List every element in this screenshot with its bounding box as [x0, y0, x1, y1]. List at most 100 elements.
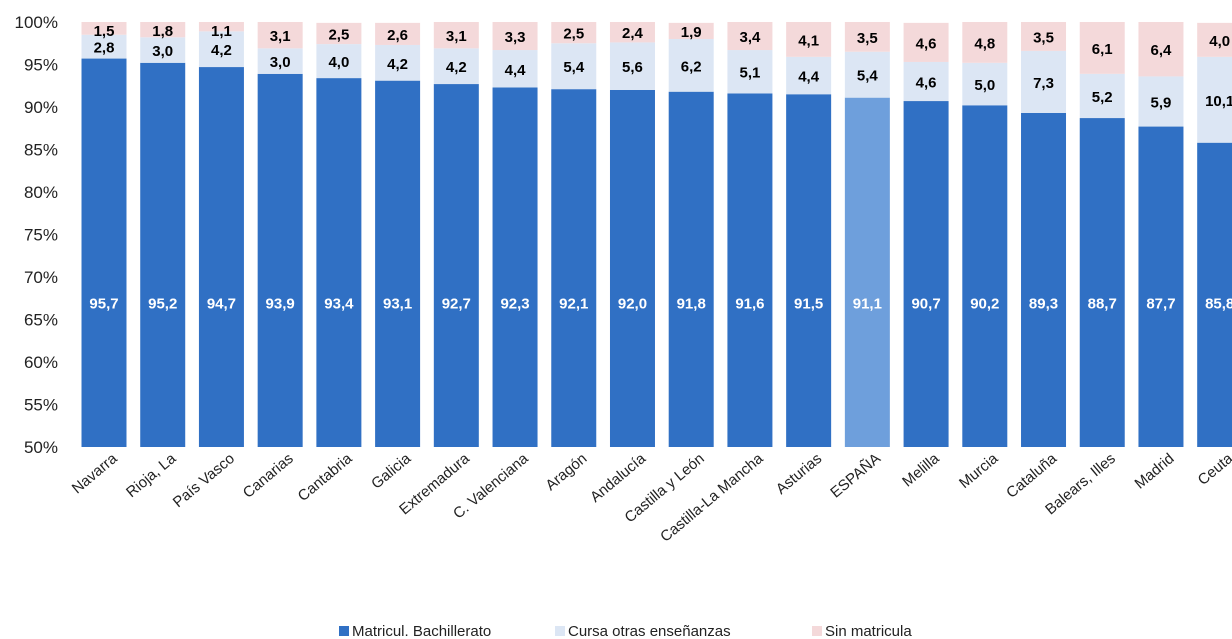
bar-segment-otras — [375, 44, 421, 81]
data-label: 3,0 — [270, 54, 291, 71]
bar-segment-bachillerato — [727, 93, 773, 448]
bar-segment-sin — [492, 22, 538, 51]
bar-segment-otras — [198, 31, 244, 68]
data-label: 5,1 — [739, 65, 760, 82]
bar-segment-sin — [668, 22, 714, 39]
bar-segment-sin — [433, 22, 479, 49]
bar-segment-otras — [668, 39, 714, 92]
data-label: 93,9 — [266, 296, 295, 313]
data-label: 10,1 — [1205, 93, 1232, 110]
bar-segment-otras — [609, 42, 655, 90]
data-label: 4,8 — [974, 35, 995, 52]
x-tick-label: Madrid — [1131, 450, 1177, 493]
data-label: 3,5 — [1033, 29, 1054, 46]
bar-segment-otras — [727, 50, 773, 94]
bar-segment-bachillerato — [140, 62, 186, 448]
y-tick-label: 90% — [24, 98, 58, 117]
data-label: 3,3 — [505, 29, 526, 46]
y-tick-label: 100% — [15, 13, 58, 32]
bar-segment-otras — [1138, 76, 1184, 127]
data-label: 3,1 — [446, 28, 467, 45]
bar-segment-otras — [81, 34, 127, 59]
bar-segment-otras — [844, 51, 890, 98]
bar-segment-sin — [375, 22, 421, 45]
data-label: 7,3 — [1033, 75, 1054, 92]
bar-segment-bachillerato — [492, 87, 538, 447]
bar-segment-sin — [844, 22, 890, 52]
bar-segment-bachillerato — [668, 91, 714, 447]
data-label: 89,3 — [1029, 296, 1058, 313]
data-label: 4,2 — [446, 59, 467, 76]
data-label: 3,4 — [739, 29, 761, 46]
bar-segment-bachillerato — [1079, 118, 1125, 448]
data-label: 5,2 — [1092, 89, 1113, 106]
y-tick-label: 85% — [24, 141, 58, 160]
data-label: 1,8 — [152, 23, 173, 40]
data-label: 92,0 — [618, 296, 647, 313]
bar-segment-sin — [316, 22, 362, 45]
data-label: 5,4 — [857, 68, 879, 85]
data-label: 6,2 — [681, 58, 702, 75]
y-tick-label: 50% — [24, 438, 58, 457]
bar-segment-bachillerato — [375, 80, 421, 448]
bar-segment-sin — [551, 22, 597, 44]
x-tick-label: ESPAÑA — [827, 450, 884, 501]
y-tick-label: 80% — [24, 183, 58, 202]
bar-segment-sin — [1021, 22, 1067, 51]
data-label: 93,4 — [324, 296, 354, 313]
data-label: 4,6 — [916, 35, 937, 52]
data-label: 4,0 — [328, 54, 349, 71]
legend-swatch — [555, 626, 565, 636]
data-label: 90,7 — [911, 296, 940, 313]
bar-segment-sin — [727, 22, 773, 51]
data-label: 91,6 — [735, 296, 764, 313]
bar-segment-sin — [609, 22, 655, 43]
data-label: 85,8 — [1205, 296, 1232, 313]
data-label: 4,0 — [1209, 33, 1230, 50]
bar-segment-bachillerato — [551, 89, 597, 448]
bar-segment-otras — [1197, 56, 1232, 143]
data-label: 87,7 — [1146, 296, 1175, 313]
data-label: 3,0 — [152, 43, 173, 60]
data-label: 6,4 — [1151, 42, 1173, 59]
bar-segment-otras — [786, 56, 832, 95]
bar-segment-otras — [433, 48, 479, 85]
data-label: 91,5 — [794, 296, 823, 313]
data-label: 1,1 — [211, 23, 232, 40]
data-label: 1,5 — [94, 23, 115, 40]
bar-segment-sin — [1138, 22, 1184, 77]
data-label: 90,2 — [970, 296, 999, 313]
data-label: 6,1 — [1092, 41, 1113, 58]
x-tick-label: Aragón — [542, 450, 590, 494]
x-tick-label: Asturias — [773, 450, 825, 498]
data-label: 94,7 — [207, 296, 236, 313]
legend-swatch — [339, 626, 349, 636]
data-label: 3,5 — [857, 30, 878, 47]
data-label: 5,9 — [1151, 94, 1172, 111]
data-label: 5,6 — [622, 59, 643, 76]
data-label: 2,5 — [563, 26, 584, 43]
data-label: 5,0 — [974, 77, 995, 94]
data-label: 88,7 — [1088, 296, 1117, 313]
x-tick-label: Rioja, La — [123, 450, 180, 501]
bar-segment-bachillerato — [962, 105, 1008, 448]
y-tick-label: 65% — [24, 311, 58, 330]
y-tick-label: 95% — [24, 56, 58, 75]
data-label: 4,4 — [505, 62, 527, 79]
bar-segment-sin — [140, 22, 186, 38]
data-label: 95,2 — [148, 296, 177, 313]
data-label: 2,8 — [94, 40, 115, 57]
bars — [81, 22, 1232, 448]
bar-segment-sin — [257, 22, 303, 49]
data-label: 2,4 — [622, 25, 644, 42]
data-label: 4,1 — [798, 32, 819, 49]
legend: Matricul. Bachillerato Cursa otras enseña… — [339, 623, 912, 639]
bar-segment-sin — [1197, 22, 1232, 57]
data-label: 91,1 — [853, 296, 882, 313]
legend-label: Sin matricula — [825, 623, 912, 639]
bar-segment-otras — [1079, 73, 1125, 119]
data-label: 92,7 — [442, 296, 471, 313]
bar-segment-sin — [1079, 22, 1125, 74]
bar-segment-otras — [257, 48, 303, 74]
